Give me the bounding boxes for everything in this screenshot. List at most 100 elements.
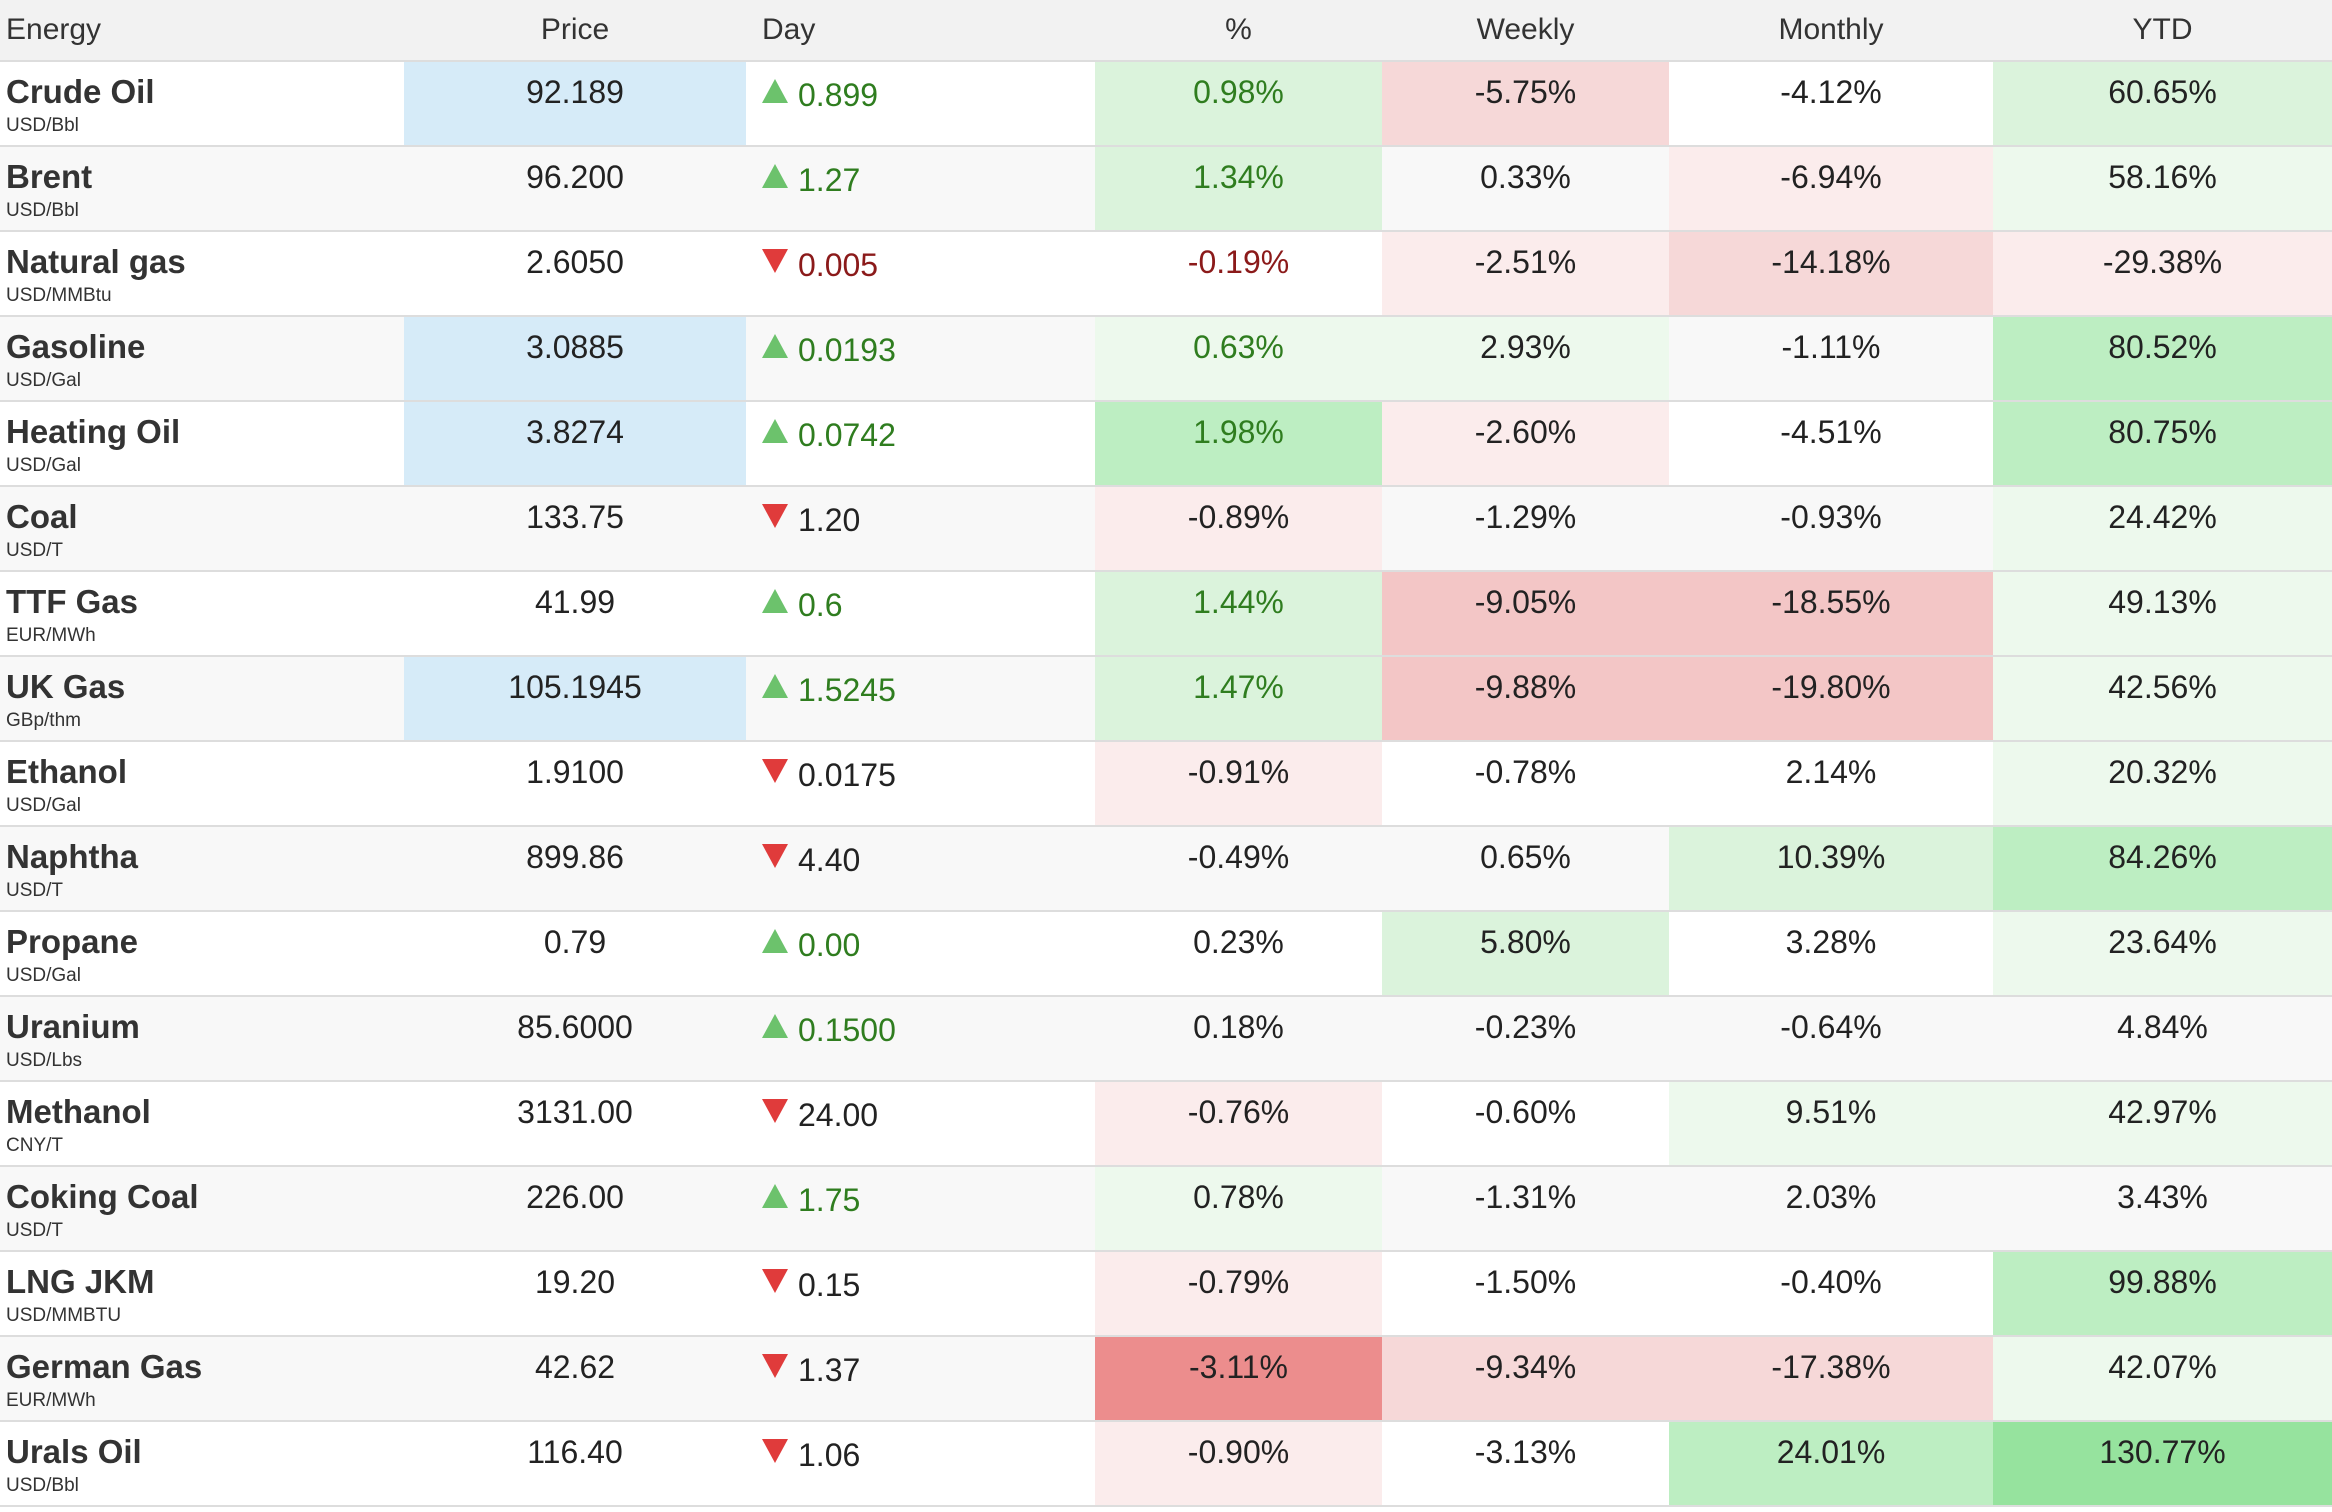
ytd-change-cell: 42.97% xyxy=(1993,1081,2332,1167)
ytd-change-cell: 58.16% xyxy=(1993,146,2332,232)
monthly-change-value: -18.55% xyxy=(1771,584,1891,620)
commodity-name-cell[interactable]: Crude Oil USD/Bbl xyxy=(0,61,404,147)
down-triangle-icon xyxy=(762,1438,788,1463)
table-row[interactable]: Urals Oil USD/Bbl 116.40 1.06 -0.90% -3.13% 24… xyxy=(0,1421,2332,1507)
commodity-name[interactable]: Coal xyxy=(6,498,78,535)
commodity-name[interactable]: Uranium xyxy=(6,1008,140,1045)
price-value: 0.79 xyxy=(543,924,607,960)
table-row[interactable]: Naphtha USD/T 899.86 4.40 -0.49% 0.65% 10.39% 8… xyxy=(0,826,2332,912)
percent-change-cell: -0.76% xyxy=(1095,1081,1382,1167)
table-row[interactable]: Heating Oil USD/Gal 3.8274 0.0742 1.98% -2.60… xyxy=(0,401,2332,487)
commodity-name-cell[interactable]: Urals Oil USD/Bbl xyxy=(0,1421,404,1507)
commodity-name[interactable]: Heating Oil xyxy=(6,413,181,450)
commodity-name[interactable]: Crude Oil xyxy=(6,73,155,110)
commodity-name-cell[interactable]: Natural gas USD/MMBtu xyxy=(0,231,404,317)
column-header-day[interactable]: Day xyxy=(746,0,1095,62)
ytd-change-cell: 84.26% xyxy=(1993,826,2332,912)
table-row[interactable]: Ethanol USD/Gal 1.9100 0.0175 -0.91% -0.78% 2.… xyxy=(0,741,2332,827)
day-change-cell: 0.0742 xyxy=(746,401,1095,487)
down-triangle-icon xyxy=(762,1353,788,1378)
commodity-name-cell[interactable]: Coal USD/T xyxy=(0,486,404,572)
percent-change-cell: 1.98% xyxy=(1095,401,1382,487)
weekly-change-cell: -9.05% xyxy=(1382,571,1669,657)
day-change-cell: 0.15 xyxy=(746,1251,1095,1337)
price-value: 92.189 xyxy=(526,74,624,110)
commodity-unit: USD/MMBtu xyxy=(6,285,112,306)
table-row[interactable]: LNG JKM USD/MMBTU 19.20 0.15 -0.79% -1.50% -0.… xyxy=(0,1251,2332,1337)
price-cell: 3.0885 xyxy=(404,316,746,402)
table-row[interactable]: Methanol CNY/T 3131.00 24.00 -0.76% -0.60% 9.5… xyxy=(0,1081,2332,1167)
commodity-name-cell[interactable]: German Gas EUR/MWh xyxy=(0,1336,404,1422)
day-change-cell: 0.005 xyxy=(746,231,1095,317)
commodity-name[interactable]: Urals Oil xyxy=(6,1433,142,1470)
commodity-name-cell[interactable]: Methanol CNY/T xyxy=(0,1081,404,1167)
monthly-change-value: -4.12% xyxy=(1780,74,1882,110)
commodity-name-cell[interactable]: TTF Gas EUR/MWh xyxy=(0,571,404,657)
day-change-cell: 4.40 xyxy=(746,826,1095,912)
commodity-name-cell[interactable]: UK Gas GBp/thm xyxy=(0,656,404,742)
commodity-name[interactable]: Methanol xyxy=(6,1093,151,1130)
price-value: 3131.00 xyxy=(517,1094,633,1130)
commodity-name[interactable]: Propane xyxy=(6,923,139,960)
table-row[interactable]: Uranium USD/Lbs 85.6000 0.1500 0.18% -0.23% -0… xyxy=(0,996,2332,1082)
price-cell: 133.75 xyxy=(404,486,746,572)
column-header-weekly[interactable]: Weekly xyxy=(1382,0,1669,62)
weekly-change-cell: -9.88% xyxy=(1382,656,1669,742)
commodity-name[interactable]: German Gas xyxy=(6,1348,203,1385)
percent-change-value: -3.11% xyxy=(1188,1349,1288,1385)
price-value: 3.8274 xyxy=(526,414,624,450)
commodity-name[interactable]: Coking Coal xyxy=(6,1178,199,1215)
day-change-cell: 0.0193 xyxy=(746,316,1095,402)
table-row[interactable]: TTF Gas EUR/MWh 41.99 0.6 1.44% -9.05% -18.55%… xyxy=(0,571,2332,657)
column-header-monthly[interactable]: Monthly xyxy=(1669,0,1993,62)
commodity-name[interactable]: UK Gas xyxy=(6,668,126,705)
weekly-change-value: -9.34% xyxy=(1474,1349,1577,1385)
table-row[interactable]: Natural gas USD/MMBtu 2.6050 0.005 -0.19% -2.… xyxy=(0,231,2332,317)
commodity-unit: USD/Gal xyxy=(6,455,81,476)
commodity-name[interactable]: Ethanol xyxy=(6,753,127,790)
commodity-name-cell[interactable]: Uranium USD/Lbs xyxy=(0,996,404,1082)
monthly-change-value: -0.93% xyxy=(1780,499,1882,535)
commodity-unit: USD/Gal xyxy=(6,370,81,391)
monthly-change-cell: -18.55% xyxy=(1669,571,1993,657)
commodity-name-cell[interactable]: LNG JKM USD/MMBTU xyxy=(0,1251,404,1337)
table-row[interactable]: Coal USD/T 133.75 1.20 -0.89% -1.29% -0.93% 24.… xyxy=(0,486,2332,572)
table-row[interactable]: German Gas EUR/MWh 42.62 1.37 -3.11% -9.34% -1… xyxy=(0,1336,2332,1422)
commodity-name-cell[interactable]: Naphtha USD/T xyxy=(0,826,404,912)
commodity-name[interactable]: Gasoline xyxy=(6,328,146,365)
weekly-change-value: 5.80% xyxy=(1480,924,1571,960)
table-row[interactable]: Gasoline USD/Gal 3.0885 0.0193 0.63% 2.93% -1.… xyxy=(0,316,2332,402)
commodity-name[interactable]: Naphtha xyxy=(6,838,138,875)
commodity-name[interactable]: LNG JKM xyxy=(6,1263,155,1300)
commodity-name-cell[interactable]: Brent USD/Bbl xyxy=(0,146,404,232)
column-header-price[interactable]: Price xyxy=(404,0,746,62)
table-row[interactable]: Propane USD/Gal 0.79 0.00 0.23% 5.80% 3.28% 23.… xyxy=(0,911,2332,997)
commodity-name-cell[interactable]: Coking Coal USD/T xyxy=(0,1166,404,1252)
table-row[interactable]: UK Gas GBp/thm 105.1945 1.5245 1.47% -9.88% -1… xyxy=(0,656,2332,742)
price-value: 2.6050 xyxy=(526,244,624,280)
price-value: 1.9100 xyxy=(526,754,624,790)
commodity-name[interactable]: TTF Gas xyxy=(6,583,139,620)
table-row[interactable]: Crude Oil USD/Bbl 92.189 0.899 0.98% -5.75% -4… xyxy=(0,61,2332,147)
price-value: 85.6000 xyxy=(517,1009,633,1045)
commodity-name[interactable]: Natural gas xyxy=(6,243,186,280)
monthly-change-value: 3.28% xyxy=(1785,924,1877,960)
commodity-unit: USD/Bbl xyxy=(6,1475,79,1496)
table-row[interactable]: Brent USD/Bbl 96.200 1.27 1.34% 0.33% -6.94% 58… xyxy=(0,146,2332,232)
commodity-unit: USD/T xyxy=(6,540,63,561)
column-header-percent[interactable]: % xyxy=(1095,0,1382,62)
day-change-value: 1.27 xyxy=(798,161,861,198)
commodity-name-cell[interactable]: Ethanol USD/Gal xyxy=(0,741,404,827)
monthly-change-cell: 10.39% xyxy=(1669,826,1993,912)
commodity-name-cell[interactable]: Gasoline USD/Gal xyxy=(0,316,404,402)
commodity-name[interactable]: Brent xyxy=(6,158,93,195)
column-header-ytd[interactable]: YTD xyxy=(1993,0,2332,62)
column-header-energy[interactable]: Energy xyxy=(0,0,404,62)
commodity-name-cell[interactable]: Heating Oil USD/Gal xyxy=(0,401,404,487)
table-row[interactable]: Coking Coal USD/T 226.00 1.75 0.78% -1.31% 2.0… xyxy=(0,1166,2332,1252)
price-cell: 85.6000 xyxy=(404,996,746,1082)
ytd-change-cell: 42.07% xyxy=(1993,1336,2332,1422)
commodity-name-cell[interactable]: Propane USD/Gal xyxy=(0,911,404,997)
weekly-change-value: -0.23% xyxy=(1474,1009,1577,1045)
percent-change-value: -0.19% xyxy=(1187,244,1290,280)
